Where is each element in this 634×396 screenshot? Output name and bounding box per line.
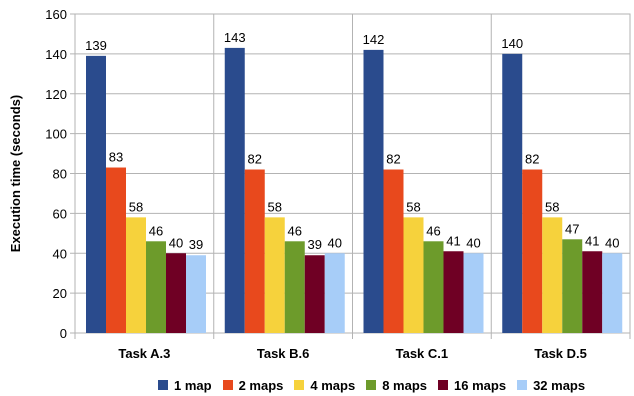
legend-label: 4 maps (310, 377, 356, 393)
y-axis-label: Execution time (seconds) (8, 95, 23, 252)
data-label: 40 (605, 235, 619, 250)
legend-swatch (222, 380, 233, 390)
data-label: 40 (466, 235, 480, 250)
legend-item: 4 maps (294, 378, 355, 393)
data-label: 83 (109, 150, 123, 165)
data-label: 39 (308, 237, 322, 252)
y-tick-label: 120 (45, 87, 67, 102)
bar-chart: 0 20 40 60 80 100 120 140 160 Execution time (sec… (8, 7, 631, 361)
data-label: 46 (288, 223, 302, 238)
bar (224, 47, 245, 334)
bar (166, 253, 186, 333)
bar (324, 253, 345, 333)
legend-label: 32 maps (533, 377, 586, 393)
bar (383, 169, 404, 333)
bar (126, 217, 146, 333)
data-label: 58 (268, 199, 282, 214)
data-label: 41 (585, 233, 599, 248)
data-label: 140 (501, 36, 523, 51)
bar (264, 217, 285, 333)
data-label: 82 (525, 152, 539, 167)
bar (542, 217, 563, 333)
legend-swatch (294, 380, 305, 390)
bar (186, 255, 206, 333)
bar (502, 53, 523, 333)
data-label: 46 (426, 223, 440, 238)
y-tick-label: 0 (60, 326, 67, 341)
data-label: 47 (565, 221, 579, 236)
bar (562, 239, 583, 333)
bar (443, 251, 464, 333)
legend-swatch (438, 380, 449, 390)
y-tick-label: 100 (45, 127, 67, 142)
bar (423, 241, 444, 333)
x-tick-label: Task C.1 (396, 346, 449, 361)
data-label: 82 (386, 152, 400, 167)
legend-label: 2 maps (238, 377, 284, 393)
y-tick-label: 20 (53, 286, 67, 301)
data-label: 139 (85, 38, 107, 53)
data-label: 46 (149, 223, 163, 238)
bar (522, 169, 543, 333)
y-tick-label: 60 (53, 206, 67, 221)
legend-swatch (366, 380, 377, 390)
legend-item: 16 maps (438, 378, 506, 393)
y-tick-label: 140 (45, 47, 67, 62)
legend-item: 1 map (158, 378, 212, 393)
chart-legend: 1 map 2 maps 4 maps 8 maps 16 maps 32 maps (158, 376, 596, 394)
bar (602, 253, 623, 333)
legend-label: 16 maps (454, 377, 507, 393)
data-label: 39 (189, 237, 203, 252)
x-tick-label: Task A.3 (118, 346, 170, 361)
legend-label: 8 maps (382, 377, 428, 393)
y-tick-label: 80 (53, 167, 67, 182)
legend-item: 2 maps (222, 377, 284, 393)
legend-swatch (158, 380, 168, 390)
data-label: 143 (224, 30, 246, 45)
bar (86, 55, 106, 334)
x-tick-label: Task D.5 (534, 346, 587, 361)
legend-item: 32 maps (517, 378, 585, 393)
bar (363, 49, 384, 333)
bar (106, 167, 126, 333)
bar (146, 241, 166, 333)
bar (284, 241, 305, 333)
y-tick-label: 40 (53, 246, 67, 261)
bar (582, 251, 603, 333)
legend-item: 8 maps (366, 378, 427, 393)
legend-label: 1 map (174, 377, 212, 393)
x-tick-label: Task B.6 (257, 346, 310, 361)
bar (244, 169, 265, 333)
data-label: 58 (545, 199, 559, 214)
data-label: 40 (328, 235, 342, 250)
data-label: 40 (169, 235, 183, 250)
bar (463, 253, 484, 333)
bar (304, 255, 325, 333)
bar (403, 217, 424, 333)
data-label: 41 (446, 233, 460, 248)
data-label: 58 (129, 199, 143, 214)
data-label: 82 (248, 152, 262, 167)
legend-swatch (517, 380, 528, 390)
data-label: 58 (406, 199, 420, 214)
y-tick-label: 160 (45, 7, 67, 22)
data-label: 142 (363, 32, 385, 47)
